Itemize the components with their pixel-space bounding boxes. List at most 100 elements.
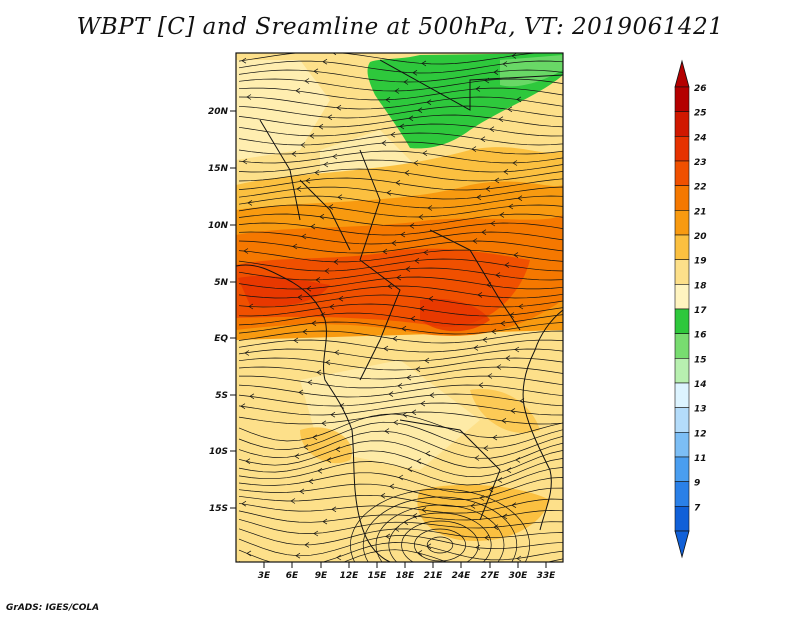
streamline-arrow — [492, 434, 498, 441]
streamline-arrow — [242, 158, 248, 165]
streamlines — [238, 53, 563, 562]
streamline-arrow — [472, 238, 478, 244]
streamline-arrow — [389, 483, 395, 490]
streamline-arrow — [481, 229, 487, 235]
streamline-arrow — [291, 151, 297, 157]
streamline-swirl — [401, 520, 479, 562]
streamline-arrow — [419, 305, 425, 312]
colorbar-swatch — [674, 333, 690, 359]
streamline-arrow — [297, 294, 303, 301]
streamline — [238, 285, 563, 299]
streamline-arrow — [324, 268, 330, 274]
lon-tick-label: 30E — [509, 571, 529, 581]
streamline-arrow — [507, 106, 513, 113]
streamline-arrow — [313, 530, 319, 537]
streamline-arrow — [332, 53, 337, 56]
streamline-arrow — [424, 357, 430, 364]
streamline-arrow — [315, 277, 321, 283]
streamline — [238, 87, 563, 101]
streamline-arrow — [478, 382, 484, 388]
streamline-arrow — [420, 400, 426, 407]
colorbar-label: 14 — [694, 380, 707, 390]
colorbar-swatch — [674, 259, 690, 285]
streamline-arrow — [292, 243, 298, 250]
colorbar-label: 26 — [694, 84, 707, 94]
streamline — [238, 348, 563, 362]
streamline-arrow — [398, 474, 404, 481]
streamline-arrow — [502, 61, 508, 67]
streamline — [238, 249, 563, 263]
streamline-arrow — [330, 411, 336, 418]
streamline — [238, 213, 563, 227]
streamline-arrow — [487, 373, 493, 379]
streamline-arrow — [483, 445, 489, 451]
streamline-arrow — [408, 115, 414, 122]
streamline-arrow — [485, 186, 491, 192]
streamline-arrow — [335, 446, 341, 453]
colorbar-label: 18 — [694, 281, 707, 291]
streamline-arrow — [491, 328, 497, 335]
streamline — [238, 384, 563, 398]
streamline-arrow — [248, 303, 254, 310]
streamline-arrow — [411, 409, 417, 416]
streamline — [238, 69, 563, 83]
streamline — [238, 498, 563, 514]
streamline-arrow — [308, 478, 314, 485]
streamline-arrow — [476, 194, 482, 201]
streamline-arrow — [412, 70, 418, 76]
streamline-arrow — [294, 453, 300, 459]
streamline-arrow — [426, 99, 432, 105]
streamline-arrow — [498, 116, 504, 122]
streamline-arrow — [395, 180, 401, 186]
colorbar-label: 11 — [694, 454, 707, 464]
streamline — [238, 186, 563, 200]
streamline-arrow — [241, 57, 247, 64]
streamline — [238, 222, 563, 236]
colorbar-label: 12 — [694, 429, 707, 439]
colorbar-label: 7 — [694, 503, 701, 513]
streamline-arrow — [512, 160, 518, 166]
streamline — [238, 276, 563, 290]
streamline — [238, 132, 563, 146]
streamline-arrow — [318, 123, 324, 130]
streamline-arrow — [423, 249, 429, 256]
streamline-arrow — [246, 550, 252, 557]
lat-tick-label: 15N — [208, 164, 229, 174]
streamline-arrow — [516, 555, 522, 562]
streamline-arrow — [331, 506, 337, 513]
colorbar-label: 25 — [694, 109, 707, 119]
streamline-arrow — [326, 457, 332, 463]
streamline-arrow — [493, 69, 499, 75]
streamline — [238, 339, 563, 353]
streamline-arrow — [336, 554, 342, 561]
streamline — [238, 357, 563, 371]
streamline-swirl — [388, 512, 492, 562]
streamline-arrow — [336, 104, 342, 111]
streamline-arrow — [514, 346, 520, 353]
coastlines — [236, 59, 563, 562]
streamline — [238, 330, 563, 344]
streamline-arrow — [314, 169, 320, 176]
lon-tick-label: 24E — [452, 571, 472, 581]
streamline-arrow — [493, 524, 499, 530]
streamline-swirl — [375, 504, 505, 562]
colorbar-swatch — [674, 456, 690, 482]
streamline-arrow — [404, 170, 410, 176]
streamline-arrow — [412, 513, 418, 519]
colorbar-swatch — [674, 185, 690, 211]
colorbar-swatch — [674, 481, 690, 507]
colorbar-swatch — [674, 111, 690, 137]
streamline-arrow — [311, 320, 317, 327]
streamline-arrow — [510, 408, 516, 414]
colorbar-swatch — [674, 160, 690, 186]
streamline — [238, 549, 563, 562]
streamline-arrow — [415, 366, 421, 372]
colorbar: 26 25 24 23 22 21 20 19 18 17 16 15 14 13 12 11 9 7 — [674, 59, 707, 559]
colorbar-label: 9 — [694, 479, 700, 489]
streamline — [238, 267, 563, 281]
streamline-arrow — [247, 200, 253, 206]
streamline-arrow — [503, 169, 509, 175]
streamline — [238, 141, 563, 155]
streamline-arrow — [429, 392, 435, 398]
streamline-arrow — [295, 552, 301, 559]
